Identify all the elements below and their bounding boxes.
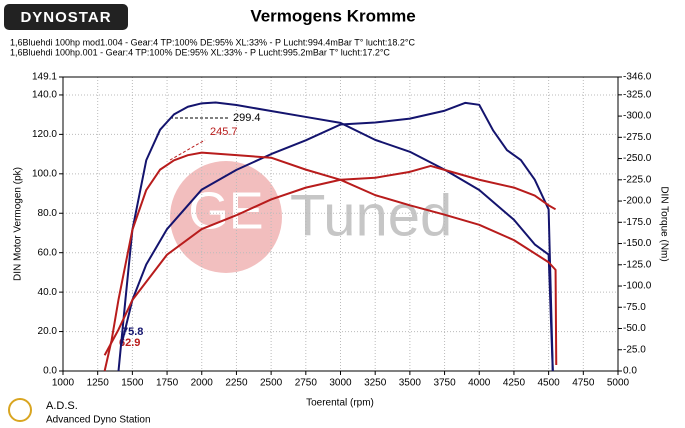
footer-icon — [8, 398, 32, 422]
y2-tick-label: -300.0 — [623, 111, 652, 122]
watermark-text: GE — [188, 183, 263, 241]
series-line — [103, 151, 558, 372]
x-tick-label: 3500 — [399, 378, 422, 389]
y-tick-label: 20.0 — [38, 326, 58, 337]
y2-tick-label: 0.0 — [623, 366, 637, 377]
y2-tick-label: -225.0 — [623, 174, 652, 185]
x-tick-label: 2500 — [260, 378, 283, 389]
y-tick-label: 100.0 — [32, 168, 57, 179]
y-tick-label: 60.0 — [38, 247, 58, 258]
y2-axis-label: DIN Torque (Nm) — [658, 186, 669, 261]
y2-tick-label: -200.0 — [623, 196, 652, 207]
x-tick-label: 3750 — [433, 378, 456, 389]
x-tick-label: 3250 — [364, 378, 387, 389]
x-tick-label: 4000 — [468, 378, 491, 389]
y-tick-label: 40.0 — [38, 287, 58, 298]
y2-tick-label: -25.0 — [623, 344, 646, 355]
y2-tick-label: -75.0 — [623, 302, 646, 313]
footer-subtitle: Advanced Dyno Station — [46, 415, 151, 426]
y-tick-label: 149.1 — [32, 72, 57, 83]
watermark-circle — [170, 161, 282, 273]
x-axis-label: Toerental (rpm) — [306, 398, 374, 409]
x-tick-label: 1750 — [156, 378, 179, 389]
legend-entry: 1,6Bluehdi 100hp mod1.004 - Gear:4 TP:10… — [10, 37, 415, 47]
logo: DYNOSTAR — [20, 9, 111, 26]
series-line — [103, 164, 557, 356]
y-tick-label: 80.0 — [38, 208, 58, 219]
watermark: GE Tuned — [170, 161, 452, 273]
y-tick-label: 120.0 — [32, 129, 57, 140]
y2-tick-label: -250.0 — [623, 153, 652, 164]
annotation-leader — [169, 139, 206, 161]
y2-tick-label: -100.0 — [623, 281, 652, 292]
x-tick-label: 1250 — [87, 378, 110, 389]
y2-tick-label: -275.0 — [623, 132, 652, 143]
y-tick-label: 140.0 — [32, 90, 57, 101]
x-tick-label: 2000 — [191, 378, 214, 389]
x-tick-label: 4250 — [503, 378, 526, 389]
y2-tick-label: -325.0 — [623, 89, 652, 100]
chart-title: Vermogens Kromme — [250, 6, 415, 25]
x-tick-label: 4500 — [538, 378, 561, 389]
annotation: 75.8 — [122, 326, 143, 338]
annotation: 245.7 — [210, 126, 238, 138]
x-tick-label: 5000 — [607, 378, 630, 389]
x-tick-label: 3000 — [329, 378, 352, 389]
x-tick-label: 1000 — [52, 378, 75, 389]
x-tick-label: 1500 — [121, 378, 144, 389]
annotation: 62.9 — [119, 337, 140, 349]
y2-tick-label: -150.0 — [623, 238, 652, 249]
x-tick-label: 2750 — [295, 378, 318, 389]
y-axis-label: DIN Motor Vermogen (pk) — [13, 167, 24, 281]
y2-tick-label: -175.0 — [623, 217, 652, 228]
y2-tick-label: -50.0 — [623, 323, 646, 334]
x-tick-label: 4750 — [572, 378, 595, 389]
y-tick-label: 0.0 — [43, 366, 57, 377]
logo-box — [4, 4, 128, 30]
legend-entry: 1,6Bluehdi 100hp.001 - Gear:4 TP:100% DE… — [10, 47, 390, 57]
series-line — [120, 101, 554, 372]
x-tick-label: 2250 — [225, 378, 248, 389]
annotation: 299.4 — [233, 112, 261, 124]
footer-brand: A.D.S. — [46, 400, 78, 412]
series-line — [117, 101, 554, 372]
y2-tick-label: -346.0 — [623, 72, 652, 83]
y2-tick-label: -125.0 — [623, 259, 652, 270]
